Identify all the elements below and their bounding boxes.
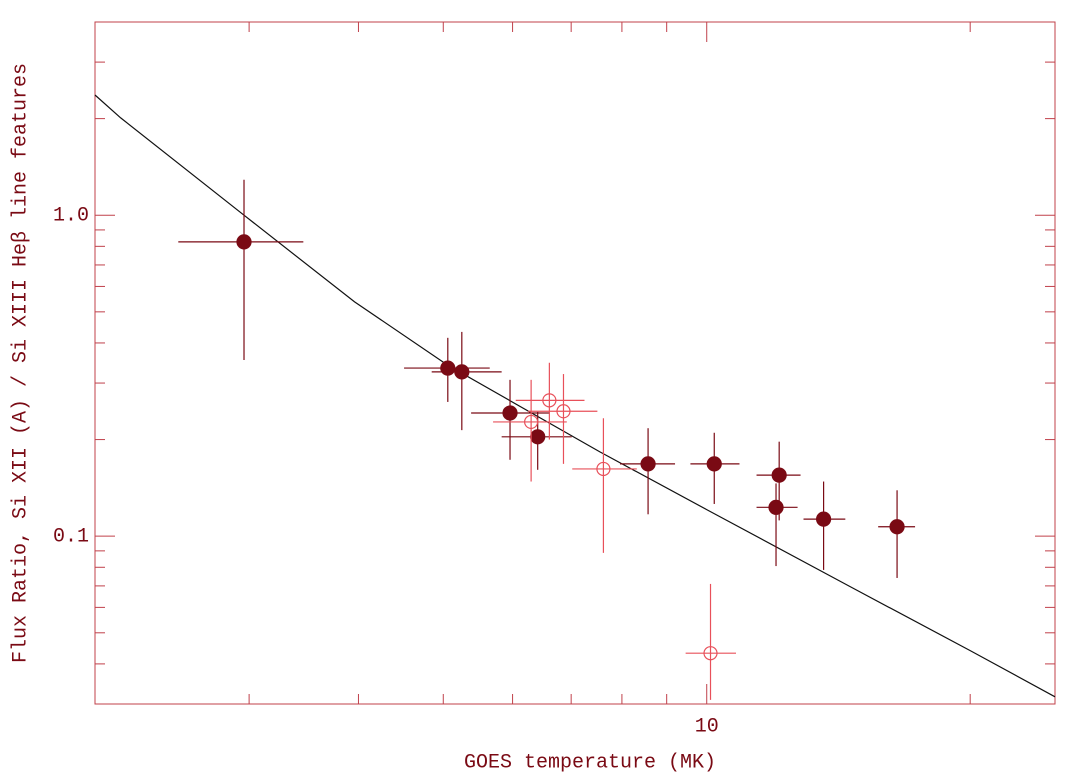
model-curve xyxy=(94,94,1056,698)
data-point xyxy=(768,499,784,515)
data-point xyxy=(771,467,787,483)
data-point xyxy=(596,461,611,477)
data-point xyxy=(524,414,539,430)
data-point xyxy=(542,393,557,408)
x-tick-label: 10 xyxy=(695,715,719,738)
x-axis-label: GOES temperature (MK) xyxy=(464,751,716,774)
y-axis-label: Flux Ratio, Si XII (A) / Si XIII Heβ lin… xyxy=(9,63,32,663)
data-point xyxy=(889,519,905,535)
data-point xyxy=(703,646,718,661)
data-point xyxy=(640,456,656,472)
plot-frame xyxy=(94,21,1056,705)
data-point xyxy=(236,234,252,250)
data-point xyxy=(502,405,518,421)
data-point xyxy=(530,429,546,445)
data-point xyxy=(440,360,456,376)
data-point xyxy=(706,456,722,472)
data-point xyxy=(454,364,470,380)
data-point xyxy=(556,404,571,419)
data-point xyxy=(815,511,832,527)
y-tick-label: 0.1 xyxy=(53,525,89,548)
y-tick-label: 1.0 xyxy=(53,205,89,228)
